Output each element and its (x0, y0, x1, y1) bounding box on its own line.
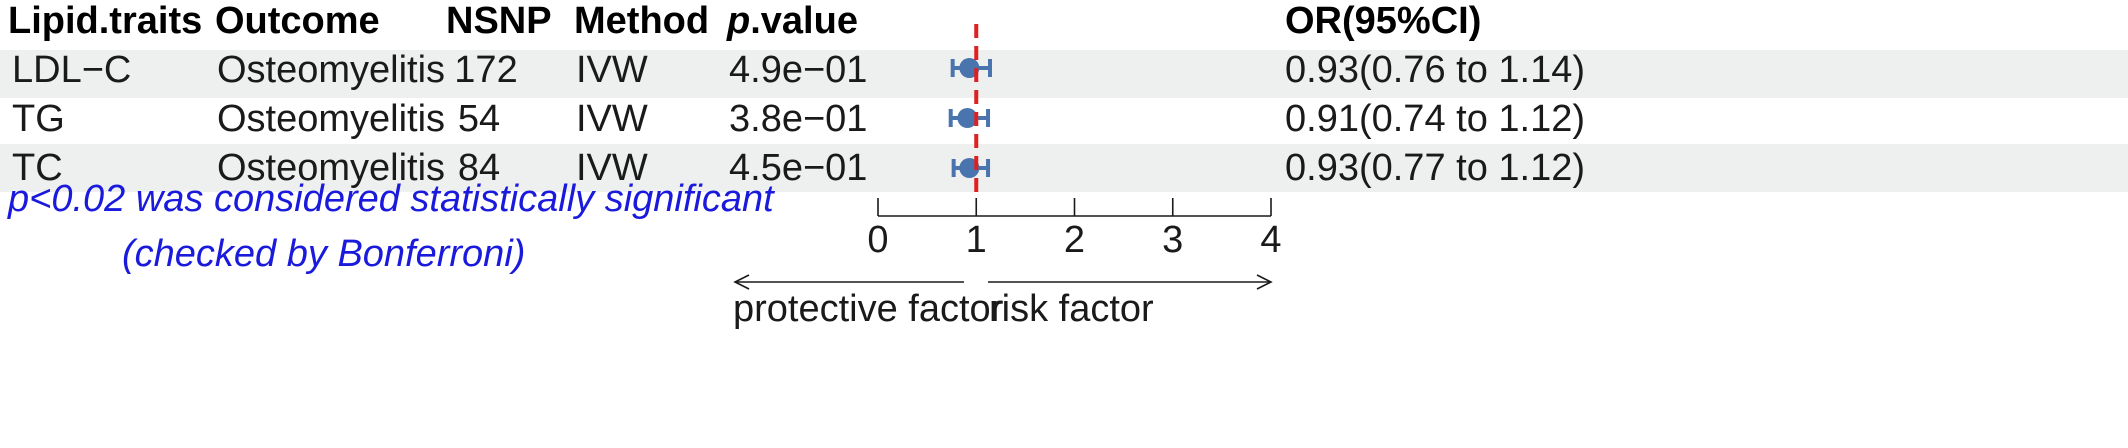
cell-nsnp: 54 (458, 98, 500, 140)
forest-marks (948, 24, 993, 196)
point-estimate (957, 108, 978, 128)
footnote-bonferroni: (checked by Bonferroni) (122, 233, 525, 275)
header-pvalue-rest: .value (750, 0, 858, 42)
header-nsnp: NSNP (446, 0, 552, 42)
cell-pvalue: 3.8e−01 (729, 98, 867, 140)
x-tick-label: 1 (966, 219, 987, 261)
cell-nsnp: 84 (458, 147, 500, 189)
cell-method: IVW (576, 147, 648, 189)
cell-method: IVW (576, 98, 648, 140)
cell-method: IVW (576, 49, 648, 91)
x-tick-label: 4 (1260, 219, 1281, 261)
cell-trait: LDL−C (12, 49, 131, 91)
label-protective-factor: protective factor (733, 288, 1004, 330)
header-or: OR(95%CI) (1285, 0, 1481, 42)
header-pvalue-p: p (726, 0, 750, 42)
protective-arrowhead (733, 274, 750, 290)
risk-arrowhead (1256, 274, 1273, 290)
header-outcome: Outcome (215, 0, 380, 42)
x-tick-label: 2 (1064, 219, 1085, 261)
cell-pvalue: 4.5e−01 (729, 147, 867, 189)
cell-outcome: Osteomyelitis (217, 147, 445, 189)
x-axis: 0 1 2 3 4 (867, 198, 1282, 261)
header-pvalue: p.value (726, 0, 858, 42)
cell-trait: TG (12, 98, 65, 140)
footnote-significance: p<0.02 was considered statistically sign… (7, 178, 775, 220)
cell-trait: TC (12, 147, 63, 189)
label-risk-factor: risk factor (989, 288, 1154, 330)
x-tick-label: 0 (867, 219, 888, 261)
cell-or: 0.93(0.77 to 1.12) (1285, 147, 1585, 189)
row-shade-1 (0, 50, 2128, 98)
header-lipid-traits: Lipid.traits (8, 0, 202, 42)
cell-pvalue: 4.9e−01 (729, 49, 867, 91)
x-tick-label: 3 (1162, 219, 1183, 261)
cell-outcome: Osteomyelitis (217, 49, 445, 91)
cell-or: 0.93(0.76 to 1.14) (1285, 49, 1585, 91)
cell-nsnp: 172 (454, 49, 517, 91)
header-method: Method (574, 0, 709, 42)
cell-or: 0.91(0.74 to 1.12) (1285, 98, 1585, 140)
row-shade-3 (0, 144, 2128, 192)
cell-outcome: Osteomyelitis (217, 98, 445, 140)
